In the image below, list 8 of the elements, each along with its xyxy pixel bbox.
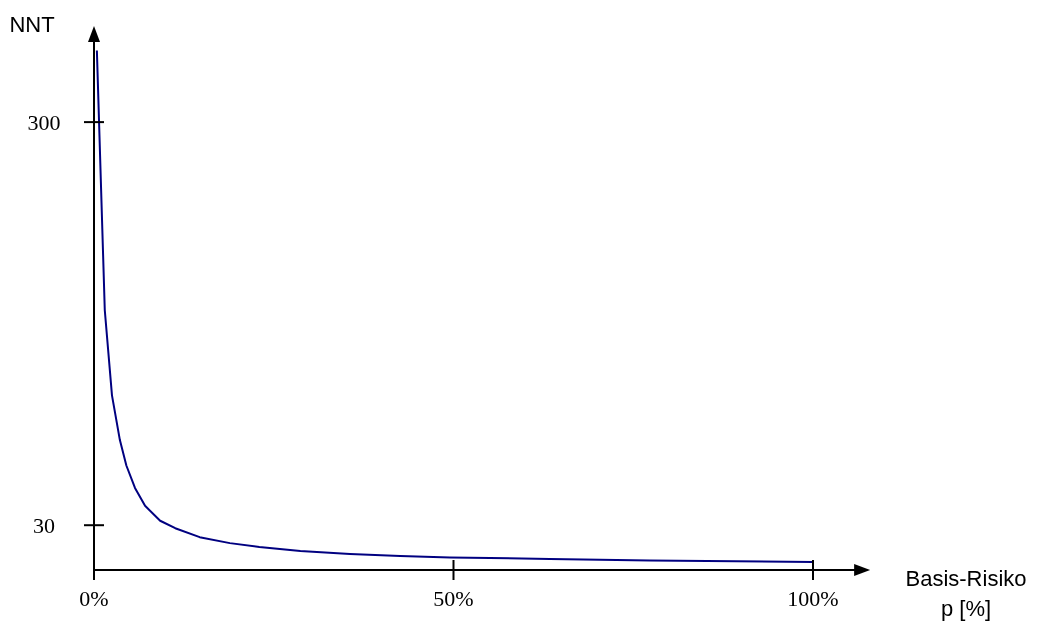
- x-tick-label: 50%: [433, 586, 474, 611]
- line-series: [95, 49, 814, 564]
- y-axis-title: NNT: [9, 12, 55, 37]
- y-tick-label: 300: [27, 110, 61, 136]
- x-tick-label: 100%: [787, 586, 839, 611]
- x-axis-title: Basis-Risiko p [%]: [905, 566, 1027, 621]
- y-tick-label: 30: [33, 513, 55, 539]
- x-tick-label: 0%: [79, 586, 109, 611]
